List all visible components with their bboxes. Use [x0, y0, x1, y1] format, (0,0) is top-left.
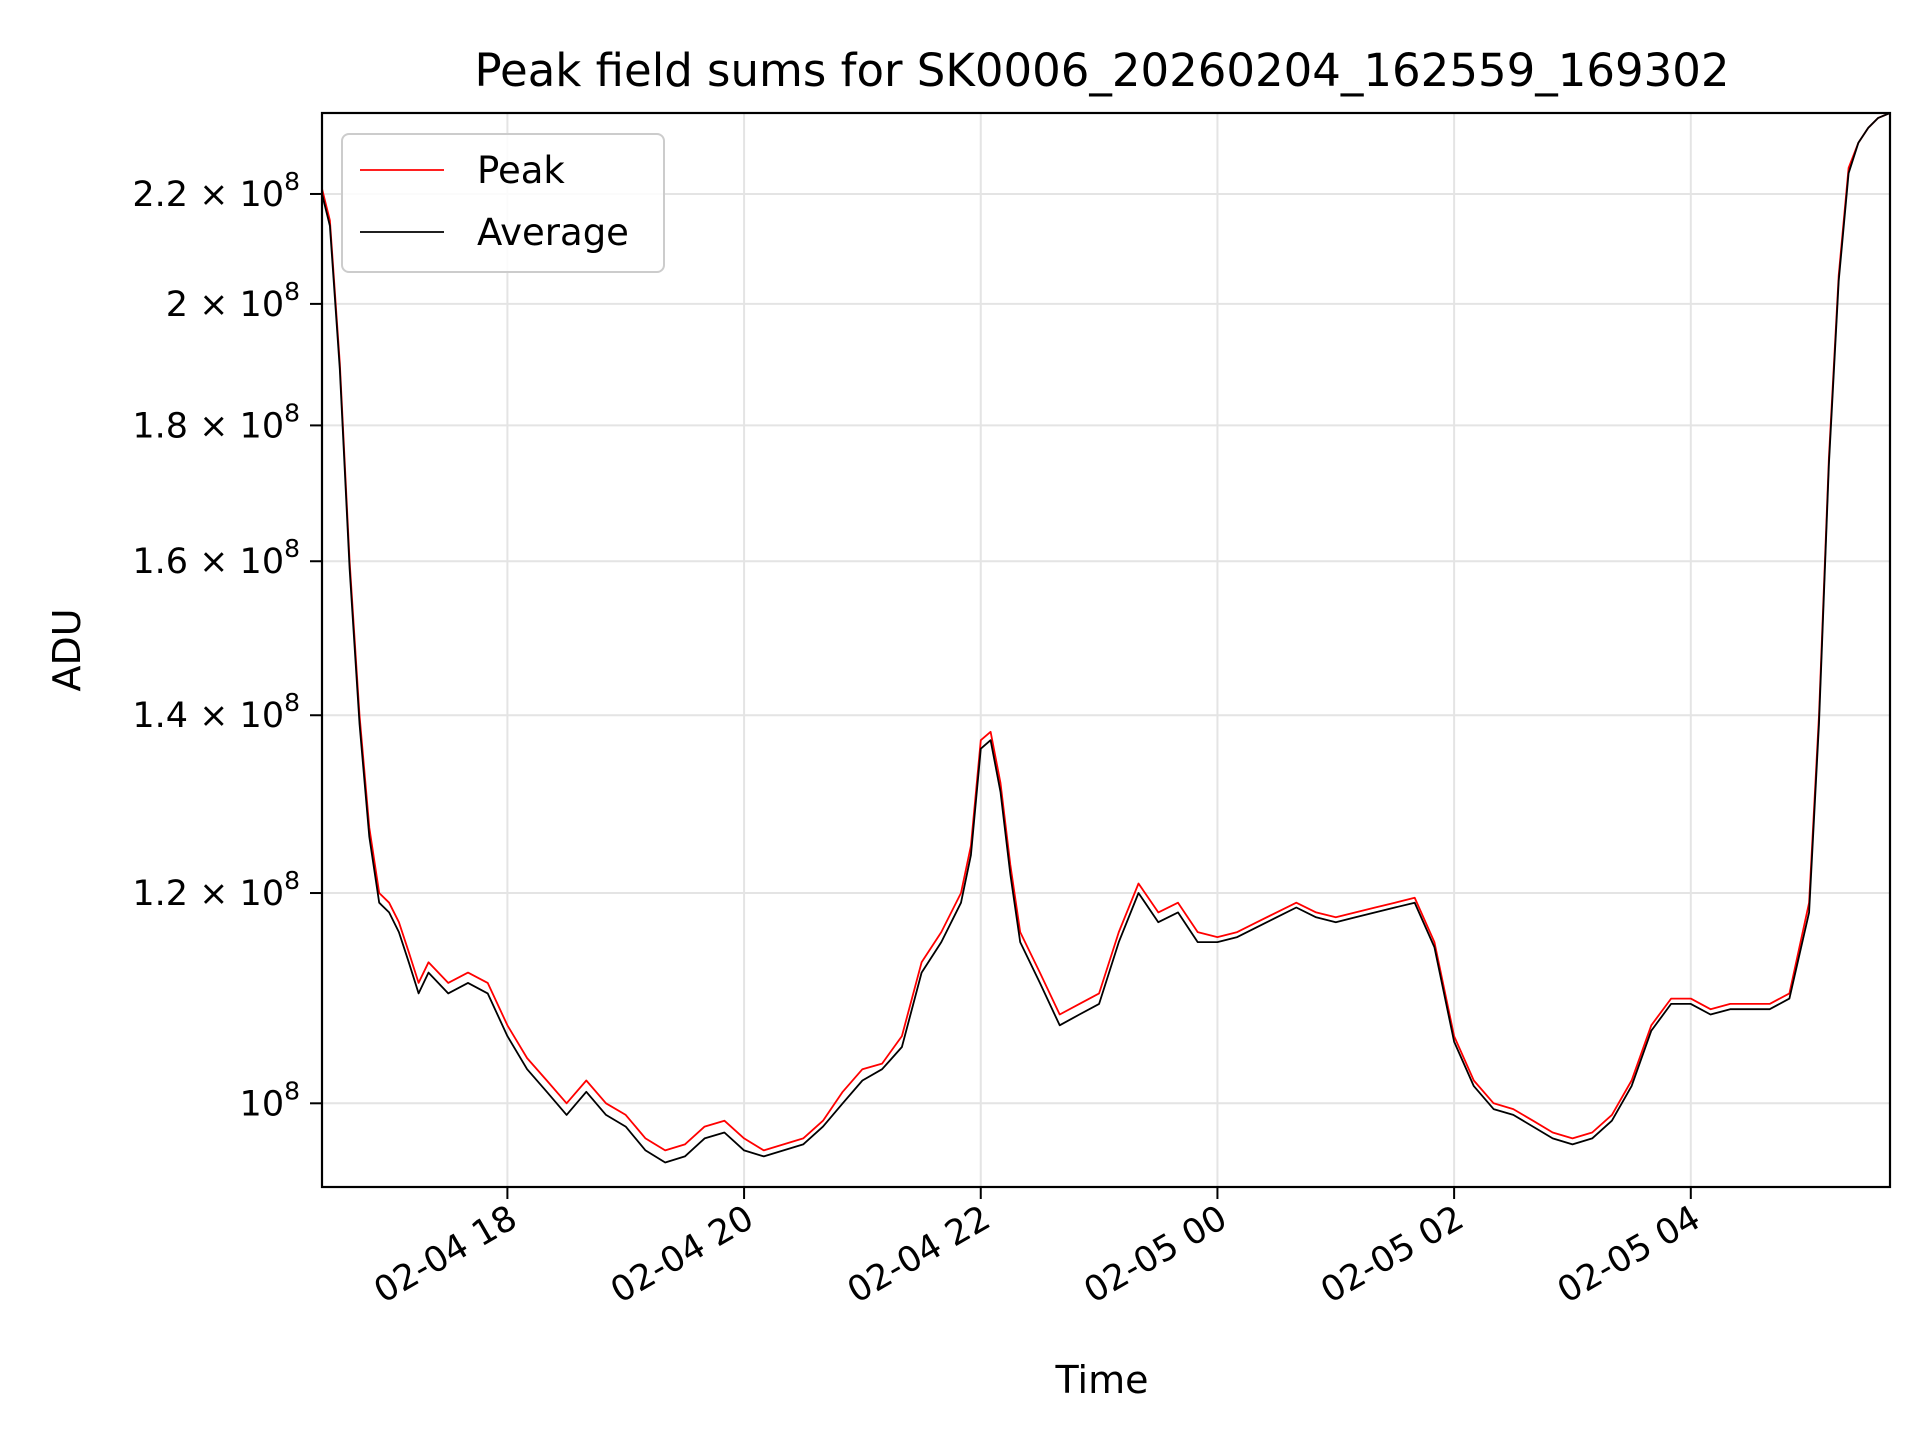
series-layer — [321, 112, 1891, 1164]
series-line-average — [321, 112, 1891, 1164]
y-tick-label: 1.4 × 108 — [132, 688, 300, 736]
legend: Peak Average — [341, 133, 665, 273]
x-axis-label: Time — [1055, 1358, 1149, 1402]
y-tick-label: 1.6 × 108 — [132, 534, 300, 582]
legend-box — [341, 133, 665, 273]
series-line-peak — [321, 112, 1891, 1152]
y-tick-label: 1.2 × 108 — [132, 866, 300, 914]
y-tick-label: 108 — [240, 1076, 300, 1124]
legend-label-average: Average — [477, 211, 629, 254]
axes-frame — [320, 111, 1892, 1189]
legend-label-peak: Peak — [477, 149, 565, 192]
y-tick-label: 2 × 108 — [166, 277, 300, 325]
y-tick-label: 1.8 × 108 — [132, 398, 300, 446]
y-tick-label: 2.2 × 108 — [132, 167, 300, 215]
y-axis-label: ADU — [45, 608, 89, 691]
y-axis-ticks: 108 1.2 × 108 1.4 × 108 1.6 × 108 1.8 × 108 2… — [132, 167, 322, 1124]
chart-title: Peak field sums for SK0006_20260204_1625… — [475, 44, 1730, 97]
grid-lines — [322, 113, 1890, 1187]
